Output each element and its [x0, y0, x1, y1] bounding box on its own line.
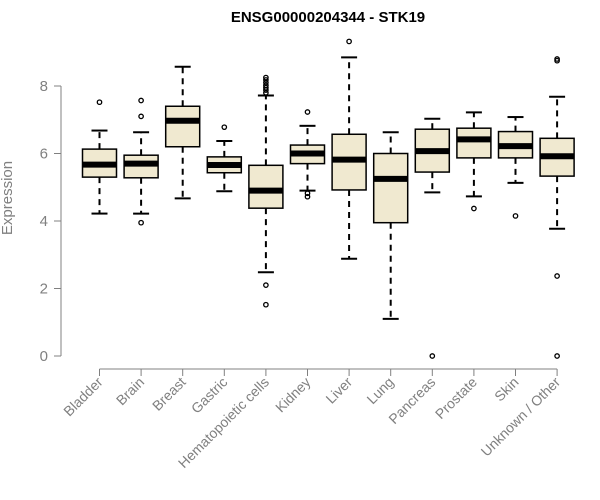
x-tick-label: Breast	[149, 374, 189, 414]
outlier-point	[138, 219, 144, 226]
outlier-point	[263, 77, 269, 83]
y-tick-label: 4	[40, 213, 48, 230]
outlier-point	[263, 89, 269, 96]
x-tick-label: Liver	[322, 374, 355, 407]
outlier-point	[263, 84, 269, 91]
chart-title: ENSG00000204344 - STK19	[231, 9, 425, 26]
box-prostate	[456, 111, 492, 212]
x-tick-label: Lung	[363, 374, 396, 407]
outlier-point	[346, 38, 352, 45]
box-brain	[123, 97, 159, 226]
x-tick-label: Kidney	[272, 374, 314, 416]
outlier-point	[554, 353, 560, 359]
outlier-point	[471, 205, 477, 212]
box-skin	[497, 116, 534, 219]
outlier-point	[263, 79, 269, 86]
iqr-box	[456, 127, 492, 159]
y-tick-label: 2	[40, 281, 48, 298]
iqr-box	[248, 164, 284, 209]
outlier-point	[263, 282, 269, 288]
x-tick-label: Brain	[113, 374, 147, 408]
outlier-point	[429, 353, 436, 359]
x-tick-label: Skin	[491, 374, 522, 405]
box-pancreas	[414, 117, 451, 359]
box-gastric	[206, 124, 243, 193]
x-tick-label: Unknown / Other	[478, 374, 564, 460]
box-bladder	[81, 99, 118, 215]
box-lung	[372, 131, 409, 320]
iqr-box	[164, 105, 201, 148]
outlier-point	[304, 193, 311, 200]
y-tick-label: 8	[40, 78, 48, 95]
x-tick-label: Prostate	[432, 374, 480, 422]
y-axis-label: Expression	[0, 161, 16, 235]
box-breast	[164, 65, 201, 200]
outlier-point	[263, 301, 269, 308]
x-tick-label: Bladder	[60, 374, 106, 420]
iqr-box	[372, 152, 409, 224]
box-series	[81, 38, 575, 359]
outlier-point	[221, 124, 228, 131]
outlier-point	[263, 82, 269, 89]
box-kidney	[289, 109, 326, 200]
box-unknown-other	[539, 56, 575, 359]
box-hematopoietic-cells	[248, 74, 284, 308]
outlier-point	[304, 190, 311, 197]
outlier-point	[554, 273, 560, 279]
outlier-point	[512, 213, 519, 219]
outlier-point	[138, 97, 144, 104]
outlier-point	[138, 113, 144, 120]
box-liver	[331, 38, 367, 260]
outlier-point	[263, 74, 269, 81]
outlier-point	[554, 56, 560, 62]
outlier-point	[96, 99, 103, 106]
y-tick-label: 6	[40, 146, 48, 163]
outlier-point	[304, 109, 311, 115]
y-tick-label: 0	[40, 348, 48, 365]
y-axis: 0 2 4 6 8	[40, 78, 62, 365]
